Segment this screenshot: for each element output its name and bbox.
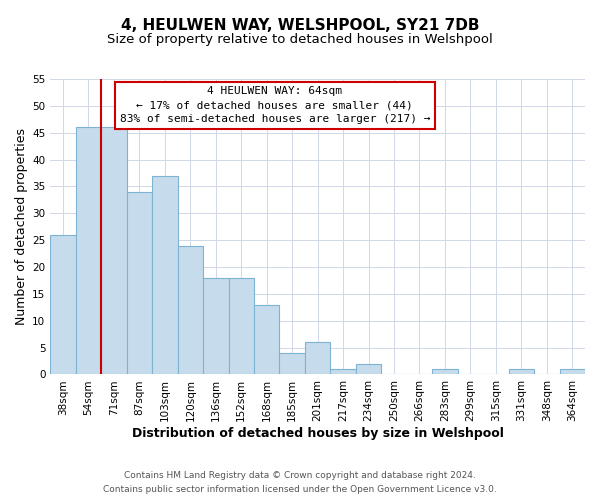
- Text: Contains HM Land Registry data © Crown copyright and database right 2024.: Contains HM Land Registry data © Crown c…: [124, 472, 476, 480]
- Bar: [509, 369, 534, 374]
- Text: 4, HEULWEN WAY, WELSHPOOL, SY21 7DB: 4, HEULWEN WAY, WELSHPOOL, SY21 7DB: [121, 18, 479, 32]
- Bar: [432, 369, 458, 374]
- Bar: [254, 304, 280, 374]
- Text: Size of property relative to detached houses in Welshpool: Size of property relative to detached ho…: [107, 32, 493, 46]
- Bar: [76, 128, 101, 374]
- Bar: [331, 369, 356, 374]
- Bar: [152, 176, 178, 374]
- Bar: [178, 246, 203, 374]
- Bar: [50, 235, 76, 374]
- Bar: [560, 369, 585, 374]
- Bar: [127, 192, 152, 374]
- Bar: [203, 278, 229, 374]
- Bar: [101, 128, 127, 374]
- Bar: [280, 353, 305, 374]
- Y-axis label: Number of detached properties: Number of detached properties: [15, 128, 28, 325]
- Bar: [356, 364, 381, 374]
- Bar: [229, 278, 254, 374]
- X-axis label: Distribution of detached houses by size in Welshpool: Distribution of detached houses by size …: [132, 427, 503, 440]
- Text: Contains public sector information licensed under the Open Government Licence v3: Contains public sector information licen…: [103, 484, 497, 494]
- Text: 4 HEULWEN WAY: 64sqm
← 17% of detached houses are smaller (44)
83% of semi-detac: 4 HEULWEN WAY: 64sqm ← 17% of detached h…: [119, 86, 430, 124]
- Bar: [305, 342, 331, 374]
